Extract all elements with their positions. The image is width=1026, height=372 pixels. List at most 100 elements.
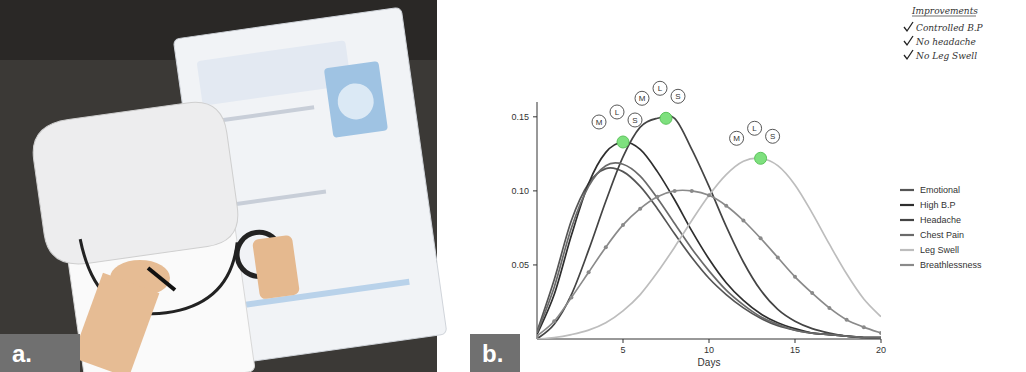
check-mark — [904, 22, 913, 31]
legend-label: Headache — [920, 215, 961, 225]
series-marker — [537, 334, 539, 338]
series-line — [537, 142, 881, 338]
series-marker — [690, 189, 694, 193]
improvements-title: Improvements — [911, 6, 978, 16]
x-tick — [623, 339, 624, 343]
peak-highlight — [617, 136, 629, 148]
series-marker — [845, 318, 849, 322]
y-tick-label: 0.15 — [511, 112, 529, 122]
legend-label: High B.P — [920, 200, 956, 210]
annotation-circle — [653, 81, 667, 95]
y-axis-line — [537, 102, 538, 339]
series-marker — [741, 219, 745, 223]
legend-swatch — [900, 249, 914, 251]
series-marker — [862, 325, 866, 329]
y-tick — [533, 264, 537, 265]
series-marker — [793, 275, 797, 279]
folder-icon-inner — [335, 81, 376, 122]
y-tick — [533, 116, 537, 117]
check-mark — [904, 36, 913, 45]
annotation-circle — [610, 105, 624, 119]
legend: Emotional High B.P Headache Chest Pain Leg S… — [900, 185, 982, 270]
x-tick — [795, 339, 796, 343]
annotation-label: M — [639, 94, 646, 103]
series-marker — [724, 204, 728, 208]
series-line — [537, 168, 881, 338]
series-marker — [638, 207, 642, 211]
legend-swatch — [900, 189, 914, 191]
plot-area — [537, 116, 881, 339]
panel-label-box — [470, 334, 520, 372]
legend-swatch — [900, 204, 914, 206]
underline — [912, 16, 976, 17]
series-marker — [552, 319, 556, 323]
x-tick-label: 5 — [620, 345, 625, 355]
legend-swatch — [900, 219, 914, 221]
legend-swatch — [900, 264, 914, 266]
series-line — [537, 158, 881, 339]
folder-flap — [29, 98, 242, 269]
y-tick-label: 0.05 — [511, 260, 529, 270]
series-marker — [604, 245, 608, 249]
x-tick — [709, 339, 710, 343]
series-marker — [879, 331, 881, 335]
panel-label-box — [0, 334, 80, 372]
legend-label: Chest Pain — [920, 230, 964, 240]
series-marker — [587, 270, 591, 274]
pen — [148, 268, 175, 290]
x-tick-label: 20 — [876, 345, 886, 355]
series-marker — [827, 306, 831, 310]
series-marker — [569, 296, 573, 300]
axes: 0.05 0.10 0.15 5 10 15 20 Days — [511, 102, 886, 368]
x-axis-title: Days — [698, 357, 721, 368]
annotations: M L S M L S M L S — [592, 81, 780, 164]
y-tick — [533, 190, 537, 191]
folder-icon — [324, 61, 388, 138]
annotation-circle — [766, 129, 780, 143]
panel-label: a. — [12, 340, 32, 367]
check-mark — [904, 50, 913, 59]
figure: a. b. 0.05 0.10 0.15 5 10 15 20 Days M L S M L S M L S Emot… — [0, 0, 1026, 372]
y-tick-label: 0.10 — [511, 186, 529, 196]
peak-highlight — [660, 112, 672, 124]
annotation-label: S — [770, 132, 775, 141]
photo-panel — [0, 0, 448, 372]
series-marker — [707, 193, 711, 197]
series-line — [537, 190, 881, 336]
annotation-circle — [635, 91, 649, 105]
legend-swatch — [900, 234, 914, 236]
annotation-label: S — [632, 116, 637, 125]
legend-label: Leg Swell — [920, 245, 959, 255]
series-marker — [655, 195, 659, 199]
series-marker — [673, 189, 677, 193]
folder-line — [231, 279, 410, 310]
improvement-item: No Leg Swell — [915, 51, 977, 61]
legend-label: Breathlessness — [920, 260, 982, 270]
series-marker — [759, 236, 763, 240]
panel-label: b. — [482, 340, 503, 367]
annotation-label: L — [658, 84, 663, 93]
annotation-circle — [730, 131, 744, 145]
improvement-item: No headache — [915, 37, 976, 47]
improvements-note: ImprovementsControlled B.PNo headacheNo … — [904, 6, 984, 61]
legend-label: Emotional — [920, 185, 960, 195]
arm — [72, 273, 159, 372]
series-line — [537, 116, 881, 339]
annotation-label: M — [733, 134, 740, 143]
series-marker — [621, 223, 625, 227]
hand-photo — [252, 235, 300, 300]
annotation-label: L — [752, 124, 757, 133]
folder — [20, 7, 449, 372]
x-tick-label: 10 — [704, 345, 714, 355]
annotation-label: S — [675, 92, 680, 101]
annotation-circle — [592, 115, 606, 129]
x-tick — [881, 339, 882, 343]
x-tick-label: 15 — [790, 345, 800, 355]
peak-highlight — [755, 152, 767, 164]
series-marker — [776, 256, 780, 260]
series-line — [537, 163, 881, 338]
annotation-label: M — [596, 118, 603, 127]
annotation-circle — [671, 89, 685, 103]
annotation-circle — [628, 113, 642, 127]
annotation-label: L — [615, 108, 620, 117]
